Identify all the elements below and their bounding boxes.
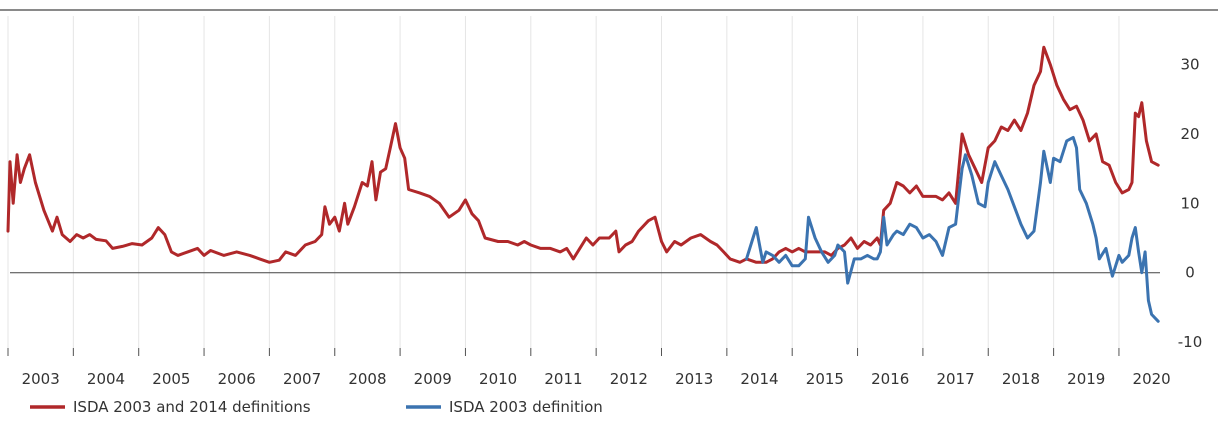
x-tick-label: 2014 xyxy=(740,370,778,388)
x-tick-label: 2007 xyxy=(283,370,321,388)
y-axis-tick-labels: -10 0 10 20 30 xyxy=(1178,56,1203,352)
x-tick-label: 2010 xyxy=(479,370,517,388)
x-tick-label: 2017 xyxy=(936,370,974,388)
x-tick-label: 2004 xyxy=(87,370,125,388)
axes xyxy=(7,272,1160,356)
y-tick-label: 30 xyxy=(1180,56,1199,74)
series-line-red xyxy=(6,45,1160,264)
x-tick-label: 2020 xyxy=(1133,370,1171,388)
x-tick-label: 2009 xyxy=(414,370,452,388)
x-tick-label: 2011 xyxy=(544,370,582,388)
x-axis-tick-labels: 2003 2004 2005 2006 2007 2008 2009 2010 2011 2012… xyxy=(22,370,1171,388)
x-tick-label: 2003 xyxy=(22,370,60,388)
series-line-blue xyxy=(745,135,1160,323)
legend-label: ISDA 2003 and 2014 definitions xyxy=(73,398,311,416)
x-tick-label: 2006 xyxy=(218,370,256,388)
legend: ISDA 2003 and 2014 definitions ISDA 2003 … xyxy=(30,398,603,416)
y-tick-label: 20 xyxy=(1180,125,1199,143)
y-tick-label: 10 xyxy=(1180,194,1199,212)
x-tick-label: 2018 xyxy=(1002,370,1040,388)
y-tick-label: 0 xyxy=(1185,264,1195,282)
series-lines xyxy=(6,45,1160,323)
x-tick-label: 2013 xyxy=(675,370,713,388)
vertical-gridlines xyxy=(7,16,1120,356)
x-tick-label: 2012 xyxy=(610,370,648,388)
legend-label: ISDA 2003 definition xyxy=(449,398,603,416)
x-tick-label: 2015 xyxy=(806,370,844,388)
x-tick-label: 2019 xyxy=(1067,370,1105,388)
x-tick-label: 2016 xyxy=(871,370,909,388)
y-tick-label: -10 xyxy=(1178,333,1203,351)
x-tick-label: 2005 xyxy=(152,370,190,388)
x-tick-label: 2008 xyxy=(348,370,386,388)
